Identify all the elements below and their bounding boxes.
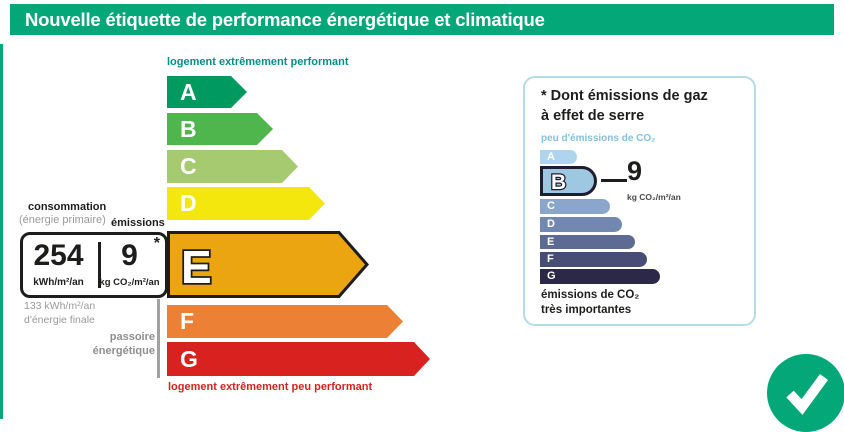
co2-bar-letter-a: A — [547, 150, 555, 163]
energy-class-arrow-a: A — [167, 76, 247, 108]
sieve-line1: passoire — [109, 331, 155, 343]
primary-energy-sublabel: (énergie primaire) — [19, 214, 106, 226]
final-energy-line1: 133 kWh/m²/an — [24, 300, 96, 312]
co2-title-line1: * Dont émissions de gaz — [541, 88, 708, 104]
sieve-line2: énergétique — [92, 345, 155, 357]
selected-arrow-shape — [167, 231, 369, 298]
consumption-label: consommation — [28, 201, 107, 213]
co2-value: 9 — [627, 156, 643, 186]
co2-bar-g: G — [540, 269, 660, 284]
co2-bar-b-selected: B — [540, 166, 597, 196]
co2-bar-c: C — [540, 199, 610, 214]
co2-bar-a: A — [540, 150, 577, 164]
co2-emissions-panel: * Dont émissions de gaz à effet de serre… — [523, 76, 756, 326]
emissions-label: émissions — [111, 217, 165, 229]
energy-class-arrow-b: B — [167, 113, 273, 145]
emissions-column: * 9 kg CO₂/m²/an — [94, 235, 165, 295]
co2-bar-letter-d: D — [547, 218, 555, 230]
header-bar: Nouvelle étiquette de performance énergé… — [10, 4, 834, 35]
consumption-box-divider — [98, 242, 101, 288]
energy-scale-bottom-label: logement extrêmement peu performant — [168, 381, 373, 393]
co2-pointer-line — [601, 179, 627, 182]
consumption-primary-column: 254 kWh/m²/an — [23, 235, 94, 295]
co2-bar-letter-c: C — [547, 200, 555, 212]
co2-value-unit: kg CO₂/m²/an — [627, 192, 681, 202]
energy-class-arrow-e-selected: E — [167, 231, 369, 298]
co2-scale-top-label: peu d'émissions de CO₂ — [541, 133, 656, 144]
energy-class-arrow-g: G — [167, 342, 430, 376]
energy-class-arrow-f: F — [167, 305, 403, 338]
co2-bar-letter-e: E — [547, 235, 555, 248]
energy-class-letter-c: C — [180, 153, 197, 179]
validation-badge — [767, 354, 844, 432]
co2-title-line2: à effet de serre — [541, 107, 645, 124]
co2-selected-letter-b-svg: B — [550, 170, 568, 196]
co2-bottom-line1: émissions de CO₂ — [541, 289, 640, 301]
co2-bar-f: F — [540, 252, 647, 267]
energy-class-letter-f: F — [180, 308, 195, 334]
co2-bar-letter-f: F — [547, 253, 554, 265]
asterisk-mark: * — [153, 235, 160, 252]
left-green-rule — [0, 44, 3, 419]
co2-bar-e: E — [540, 235, 635, 249]
checkmark-icon — [786, 374, 829, 415]
energy-class-letter-b: B — [180, 115, 197, 142]
sieve-divider-bar — [157, 299, 160, 378]
co2-bottom-line2: très importantes — [541, 303, 632, 316]
page-title: Nouvelle étiquette de performance énergé… — [25, 8, 545, 30]
energy-class-letter-g: G — [180, 345, 198, 372]
energy-class-arrow-d: D — [167, 187, 325, 220]
energy-sieve-label: passoire énergétique — [55, 330, 155, 358]
co2-bar-letter-b: B — [551, 171, 566, 194]
energy-class-letter-e: E — [181, 241, 212, 293]
consumption-unit: kWh/m²/an — [33, 277, 84, 288]
co2-bar-d: D — [540, 217, 622, 232]
co2-bar-letter-g: G — [547, 270, 556, 282]
consumption-value: 254 — [33, 239, 84, 272]
dpe-energy-label-page: { "header": { "title": "Nouvelle étiquet… — [0, 4, 844, 432]
co2-panel-title: * Dont émissions de gaz à effet de serre — [541, 87, 746, 126]
co2-scale-bottom-label: émissions de CO₂ très importantes — [541, 288, 639, 317]
energy-class-letter-a: A — [180, 78, 197, 105]
energy-class-letter-d: D — [180, 190, 197, 216]
energy-class-arrow-c: C — [167, 150, 298, 183]
energy-scale-top-label: logement extrêmement performant — [167, 56, 349, 68]
emissions-unit: kg CO₂/m²/an — [99, 277, 160, 288]
emissions-value: 9 — [121, 239, 138, 272]
consumption-value-box: 254 kWh/m²/an * 9 kg CO₂/m²/an — [20, 232, 168, 298]
final-energy-line2: d'énergie finale — [24, 314, 95, 326]
